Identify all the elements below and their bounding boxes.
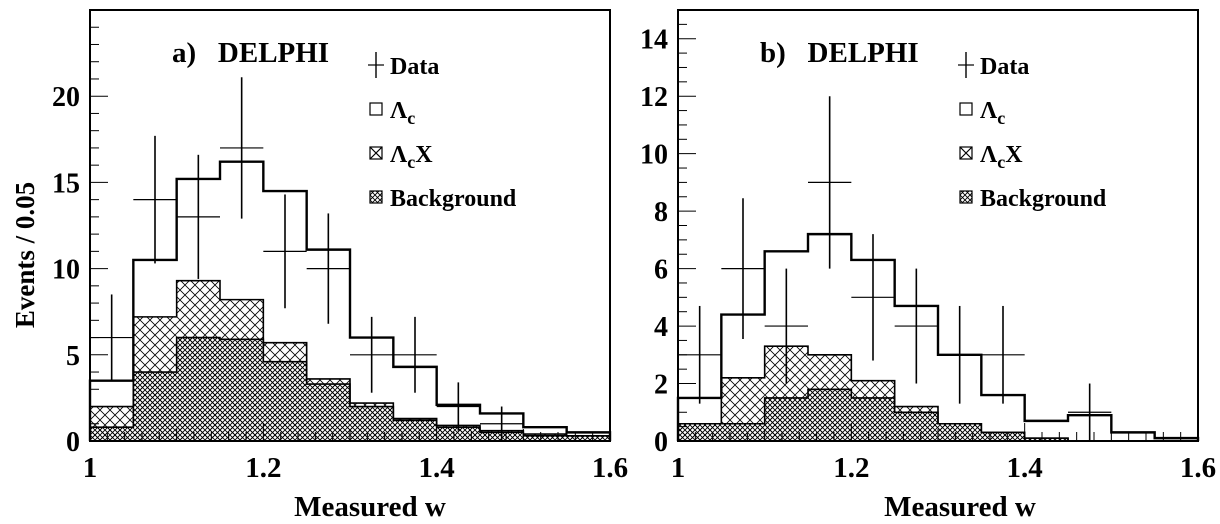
background-bin xyxy=(721,423,765,441)
background-bin xyxy=(393,420,437,441)
background-bin xyxy=(263,361,307,441)
legend-data-label: Data xyxy=(390,54,439,80)
legend-background-label: Background xyxy=(980,186,1107,212)
x-axis-label-a: Measured w xyxy=(294,491,446,523)
background-bin xyxy=(176,337,220,441)
y-tick-label: 10 xyxy=(52,255,80,286)
x-tick-label: 1.6 xyxy=(1180,452,1216,484)
background-bin xyxy=(350,406,394,441)
legend-data-label: Data xyxy=(980,54,1029,80)
legend-lambda-c-swatch xyxy=(959,102,973,116)
background-bin xyxy=(1024,438,1068,441)
x-tick-label: 1.2 xyxy=(245,452,281,484)
x-axis-label-b: Measured w xyxy=(884,491,1036,523)
stack-total-outline xyxy=(88,160,612,441)
histogram-layer xyxy=(676,96,1200,442)
y-tick-label: 14 xyxy=(640,25,668,56)
y-tick-label: 0 xyxy=(66,427,80,458)
legend-b: Data Λc ΛcX Background xyxy=(958,52,1107,212)
legend-background-swatch xyxy=(959,190,973,204)
panel-b: b) DELPHI Data Λc ΛcX Background 0 2 4 6 8 10 12 1… xyxy=(640,9,1216,484)
y-axis-label: Events / 0.05 xyxy=(10,182,40,328)
panel-a: a) DELPHI Data Λc ΛcX Background 0 5 10 15 20 1 1… xyxy=(52,9,628,484)
background-bin xyxy=(90,427,134,441)
legend-lambda-c-label: Λc xyxy=(980,98,1005,128)
y-tick-label: 12 xyxy=(640,82,668,113)
legend-a: Data Λc ΛcX Background xyxy=(368,52,517,212)
background-bin xyxy=(133,372,177,441)
y-tick-label: 5 xyxy=(66,341,80,372)
panel-a-title: a) DELPHI xyxy=(172,37,329,69)
x-tick-label: 1.4 xyxy=(419,452,455,484)
y-tick-label: 0 xyxy=(654,427,668,458)
panel-b-title: b) DELPHI xyxy=(760,37,919,69)
y-tick-label: 15 xyxy=(52,168,80,199)
y-tick-label: 20 xyxy=(52,82,80,113)
background-bin xyxy=(220,339,264,441)
plot-frame xyxy=(677,9,1199,442)
y-tick-label: 2 xyxy=(654,370,668,401)
y-tick-label: 10 xyxy=(640,140,668,171)
y-tick-label: 6 xyxy=(654,255,668,286)
background-bin xyxy=(436,427,480,441)
background-bin xyxy=(764,397,808,441)
legend-background-label: Background xyxy=(390,186,517,212)
legend-lambda-c-x-label: ΛcX xyxy=(980,142,1023,172)
y-tick-label: 8 xyxy=(654,197,668,228)
background-outline xyxy=(677,388,1198,442)
histogram-layer xyxy=(88,77,612,441)
background-bin xyxy=(523,435,567,441)
x-tick-label: 1 xyxy=(83,452,98,484)
x-tick-label: 1.2 xyxy=(833,452,869,484)
x-tick-label: 1.6 xyxy=(592,452,628,484)
y-tick-label: 4 xyxy=(654,312,668,343)
background-bin xyxy=(808,389,852,441)
legend-lambda-c-swatch xyxy=(369,102,383,116)
background-bin xyxy=(306,384,350,441)
background-bin xyxy=(851,397,895,441)
x-tick-label: 1.4 xyxy=(1007,452,1043,484)
x-tick-label: 1 xyxy=(671,452,686,484)
legend-background-swatch xyxy=(369,190,383,204)
background-bin xyxy=(566,435,610,441)
legend-lambda-c-label: Λc xyxy=(390,98,415,128)
legend-lambda-c-x-label: ΛcX xyxy=(390,142,433,172)
legend-lambda-c-x-hatch xyxy=(369,146,383,160)
background-bin xyxy=(981,432,1025,441)
background-bin xyxy=(894,412,938,441)
background-bin xyxy=(678,423,722,441)
legend-lambda-c-x-hatch xyxy=(959,146,973,160)
background-bin xyxy=(938,423,982,441)
